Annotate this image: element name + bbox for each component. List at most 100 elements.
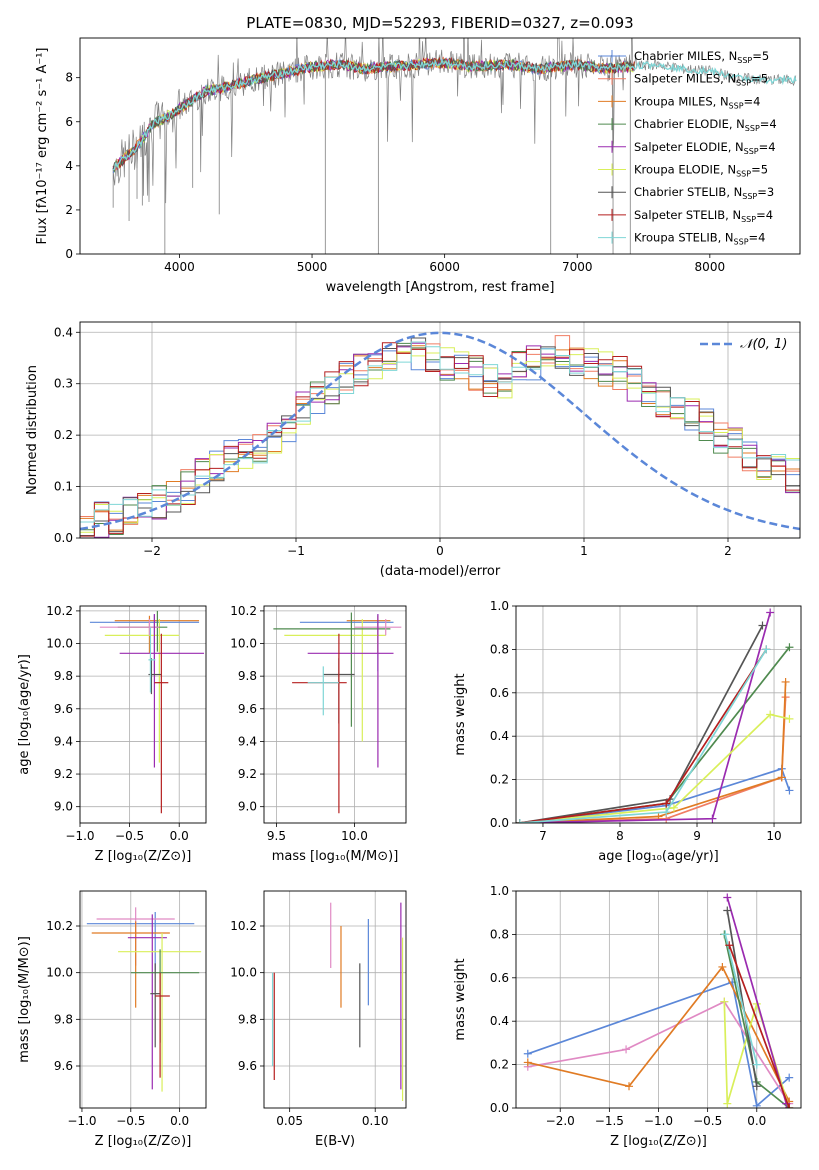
- x-tick-label: −2: [143, 544, 161, 558]
- legend-label: 𝒩(0, 1): [740, 337, 787, 352]
- legend-label-part: =5: [752, 49, 769, 63]
- weight-marker: [785, 786, 794, 795]
- legend-label-subscript: SSP: [737, 56, 752, 65]
- mass_vs_Z-plot-area: [86, 907, 202, 1092]
- weight-line-salpeter_stelib: [728, 945, 790, 1108]
- y-axis-label: mass [log₁₀(M/M⊙)]: [17, 936, 32, 1063]
- ebv-plot-area: [271, 902, 404, 1101]
- legend-label: Kroupa STELIB, NSSP=4: [634, 231, 765, 247]
- legend-label-part: =5: [751, 163, 768, 177]
- weight-marker: [752, 1060, 761, 1069]
- y-tick-label: 0.3: [54, 377, 73, 391]
- legend-label: Chabrier ELODIE, NSSP=4: [634, 117, 777, 133]
- weight-line-chabrier_stelib: [726, 910, 758, 1087]
- y-axis-label: age [log₁₀(age/yr)]: [17, 654, 32, 775]
- legend-entry: Chabrier STELIB, NSSP=3: [598, 185, 774, 201]
- x-tick-label: −0.5: [693, 1114, 722, 1128]
- figure-title: PLATE=0830, MJD=52293, FIBERID=0327, z=0…: [246, 14, 633, 32]
- weight-marker: [718, 962, 727, 971]
- weight-marker: [721, 930, 730, 939]
- legend-label-subscript: SSP: [734, 238, 749, 247]
- y-tick-label: 0.0: [490, 1101, 509, 1115]
- weight-marker: [662, 808, 671, 817]
- y-tick-label: 4: [65, 159, 73, 173]
- y-tick-label: 10.0: [46, 637, 73, 651]
- legend-label-part: =4: [760, 117, 777, 131]
- weight-marker: [523, 1049, 532, 1058]
- weight-marker: [625, 1082, 634, 1091]
- legend-entry: Chabrier MILES, NSSP=5: [598, 49, 769, 65]
- x-tick-label: 6000: [429, 260, 460, 274]
- y-tick-label: 0.2: [490, 1058, 509, 1072]
- x-tick-label: 1: [580, 544, 588, 558]
- legend-label: Chabrier MILES, NSSP=5: [634, 49, 769, 65]
- weight_vs_age-plot-area: [516, 608, 794, 823]
- y-tick-label: 10.0: [46, 966, 73, 980]
- legend-label: Chabrier STELIB, NSSP=3: [634, 185, 774, 201]
- y-tick-label: 9.8: [238, 1012, 257, 1026]
- age_vs_Z-plot-area: [89, 610, 205, 814]
- y-tick-label: 0.4: [490, 1014, 509, 1028]
- residuals-plot-area: [80, 331, 800, 538]
- y-tick-label: 10.0: [230, 637, 257, 651]
- legend-label: Kroupa ELODIE, NSSP=5: [634, 163, 768, 179]
- legend-label-subscript: SSP: [742, 192, 757, 201]
- legend-entry: Salpeter MILES, NSSP=5: [598, 72, 768, 88]
- x-tick-label: 9.5: [267, 829, 286, 843]
- model-line-kroupa_stelib: [112, 57, 797, 171]
- x-tick-label: 0: [436, 544, 444, 558]
- weight_vs_Z-frame: [515, 890, 802, 1109]
- legend-label-part: =3: [757, 185, 774, 199]
- x-tick-label: 9: [693, 829, 701, 843]
- y-tick-label: 0.0: [490, 816, 509, 830]
- legend-label: Salpeter ELODIE, NSSP=4: [634, 140, 776, 156]
- y-axis-label: Flux [fλ10⁻¹⁷ erg cm⁻² s⁻¹ A⁻¹]: [35, 48, 50, 245]
- x-tick-label: 7: [539, 829, 547, 843]
- legend-label: Salpeter STELIB, NSSP=4: [634, 208, 773, 224]
- weight-marker: [752, 1082, 761, 1091]
- weight-marker: [766, 710, 775, 719]
- legend-label-part: Salpeter ELODIE, N: [634, 140, 744, 154]
- legend-label-part: Kroupa STELIB, N: [634, 231, 734, 245]
- mass_vs_Z-panel: −1.0 −0.5 0.0 9.6 9.8 10.0 10.2 Z [log₁₀(Z/Z⊙)]…: [17, 890, 207, 1149]
- weight-marker: [785, 714, 794, 723]
- legend-label-part: Kroupa ELODIE, N: [634, 163, 736, 177]
- weight-marker: [785, 1104, 794, 1108]
- y-tick-label: 0.8: [490, 927, 509, 941]
- legend-entry: Kroupa ELODIE, NSSP=5: [598, 163, 768, 179]
- weight-line-salpeter_elodie: [519, 612, 772, 823]
- weight_vs_age-panel: 7 8 9 10 0.0 0.2 0.4 0.6 0.8 1.0 age [log₁₀(age/yr…: [453, 599, 802, 864]
- weight-line-kroupa_miles: [519, 681, 787, 823]
- legend-label-subscript: SSP: [729, 101, 744, 110]
- weight-marker: [781, 677, 790, 686]
- weight-line-salpeter_elodie: [726, 897, 788, 1104]
- y-tick-label: 9.6: [238, 702, 257, 716]
- x-axis-label: (data-model)/error: [380, 564, 501, 579]
- mass_vs_Z-frame: [79, 890, 207, 1109]
- y-tick-label: 2: [65, 203, 73, 217]
- y-tick-label: 1.0: [490, 599, 509, 613]
- weight-marker: [766, 608, 775, 617]
- ebv-panel: 0.05 0.10 9.6 9.8 10.0 10.2 E(B-V): [230, 890, 407, 1149]
- legend-label-subscript: SSP: [744, 147, 759, 156]
- x-axis-label: E(B-V): [315, 1134, 355, 1149]
- y-tick-label: 0.2: [54, 428, 73, 442]
- age_vs_Z-frame: [79, 605, 207, 824]
- legend-label-part: Chabrier STELIB, N: [634, 185, 742, 199]
- weight_vs_Z-panel: −2.0 −1.5 −1.0 −0.5 0.0 0.0 0.2 0.4 0.6 0.8 1.0 Z […: [453, 884, 802, 1149]
- y-tick-label: 9.8: [238, 669, 257, 683]
- y-tick-label: 9.6: [54, 1059, 73, 1073]
- model-line-salpeter_miles: [112, 56, 635, 173]
- y-tick-label: 0.8: [490, 642, 509, 656]
- y-tick-label: 10.2: [230, 604, 257, 618]
- x-tick-label: 0.0: [170, 1114, 189, 1128]
- y-axis-label: Normed distribution: [25, 365, 40, 495]
- y-tick-label: 10.2: [46, 604, 73, 618]
- x-tick-label: 0.05: [276, 1114, 303, 1128]
- y-tick-label: 0.1: [54, 480, 73, 494]
- residuals-frame: [79, 321, 801, 539]
- ebv-frame: [263, 890, 407, 1109]
- x-tick-label: 8000: [695, 260, 726, 274]
- weight-marker: [762, 645, 771, 654]
- histogram-chabrier_elodie: [80, 342, 800, 538]
